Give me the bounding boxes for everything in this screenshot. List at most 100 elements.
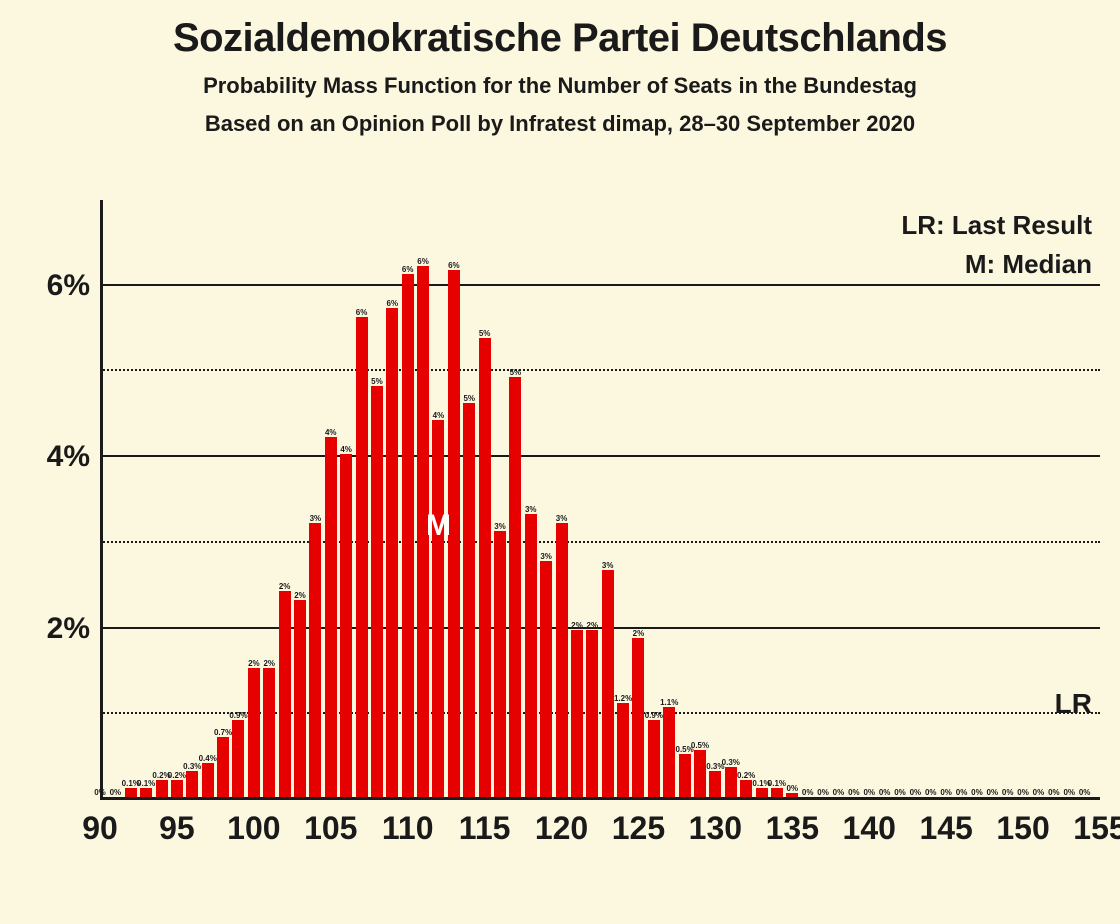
bar-label-103: 2% xyxy=(294,591,306,600)
bar-104: 3% xyxy=(309,523,321,797)
bar-label-112: 4% xyxy=(433,411,445,420)
bar-label-122: 2% xyxy=(587,621,599,630)
bar-label-110: 6% xyxy=(402,265,414,274)
bar-116: 3% xyxy=(494,531,506,797)
bar-label-95: 0.2% xyxy=(168,771,186,780)
bar-label-98: 0.7% xyxy=(214,728,232,737)
bar-label-137: 0% xyxy=(817,788,829,797)
bar-label-102: 2% xyxy=(279,582,291,591)
bar-110: 6% xyxy=(402,274,414,797)
xtick-115: 115 xyxy=(459,810,511,847)
bar-130: 0.3% xyxy=(709,771,721,797)
bar-120: 3% xyxy=(556,523,568,797)
bar-117: 5% xyxy=(509,377,521,797)
bar-label-109: 6% xyxy=(387,299,399,308)
median-marker: M xyxy=(426,509,451,543)
bar-92: 0.1% xyxy=(125,788,137,797)
bar-103: 2% xyxy=(294,600,306,797)
bar-123: 3% xyxy=(602,570,614,797)
xtick-145: 145 xyxy=(919,810,972,847)
legend-lr: LR: Last Result xyxy=(901,206,1092,245)
ytick-2: 2% xyxy=(47,612,90,646)
bar-label-134: 0.1% xyxy=(768,779,786,788)
bar-label-118: 3% xyxy=(525,505,537,514)
bar-label-107: 6% xyxy=(356,308,368,317)
xtick-135: 135 xyxy=(766,810,819,847)
bar-label-100: 2% xyxy=(248,659,260,668)
xtick-100: 100 xyxy=(227,810,280,847)
grid-minor-3 xyxy=(100,541,1100,543)
bar-label-125: 2% xyxy=(633,629,645,638)
bar-label-90: 0% xyxy=(94,788,106,797)
bar-label-148: 0% xyxy=(987,788,999,797)
bar-label-153: 0% xyxy=(1063,788,1075,797)
bar-label-99: 0.9% xyxy=(229,711,247,720)
bar-127: 1.1% xyxy=(663,707,675,797)
bar-label-136: 0% xyxy=(802,788,814,797)
bar-label-124: 1.2% xyxy=(614,694,632,703)
bar-label-144: 0% xyxy=(925,788,937,797)
xtick-130: 130 xyxy=(689,810,742,847)
bar-105: 4% xyxy=(325,437,337,797)
bar-129: 0.5% xyxy=(694,750,706,797)
xtick-105: 105 xyxy=(304,810,357,847)
bar-121: 2% xyxy=(571,630,583,797)
bar-label-139: 0% xyxy=(848,788,860,797)
chart-subtitle-1: Probability Mass Function for the Number… xyxy=(0,73,1120,99)
bar-label-101: 2% xyxy=(263,659,275,668)
bar-135: 0% xyxy=(786,793,798,797)
bar-label-152: 0% xyxy=(1048,788,1060,797)
xtick-120: 120 xyxy=(535,810,588,847)
bar-label-140: 0% xyxy=(863,788,875,797)
ytick-4: 4% xyxy=(47,440,90,474)
bar-label-108: 5% xyxy=(371,377,383,386)
legend-m: M: Median xyxy=(901,245,1092,284)
bar-101: 2% xyxy=(263,668,275,797)
bar-93: 0.1% xyxy=(140,788,152,797)
bar-124: 1.2% xyxy=(617,703,629,797)
bar-109: 6% xyxy=(386,308,398,797)
chart-subtitle-2: Based on an Opinion Poll by Infratest di… xyxy=(0,111,1120,137)
bar-label-129: 0.5% xyxy=(691,741,709,750)
grid-major-6 xyxy=(100,284,1100,286)
bar-131: 0.3% xyxy=(725,767,737,797)
bar-label-121: 2% xyxy=(571,621,583,630)
bar-118: 3% xyxy=(525,514,537,797)
bar-label-114: 5% xyxy=(463,394,475,403)
bar-label-93: 0.1% xyxy=(137,779,155,788)
xtick-155: 155 xyxy=(1073,810,1120,847)
bar-128: 0.5% xyxy=(679,754,691,797)
bar-label-149: 0% xyxy=(1002,788,1014,797)
bar-112: 4% xyxy=(432,420,444,797)
xtick-90: 90 xyxy=(82,810,118,847)
bar-126: 0.9% xyxy=(648,720,660,797)
bar-132: 0.2% xyxy=(740,780,752,797)
bar-95: 0.2% xyxy=(171,780,183,797)
bar-134: 0.1% xyxy=(771,788,783,797)
bar-115: 5% xyxy=(479,338,491,797)
bar-label-138: 0% xyxy=(833,788,845,797)
bar-107: 6% xyxy=(356,317,368,797)
last-result-marker: LR xyxy=(1055,688,1092,720)
bar-label-127: 1.1% xyxy=(660,698,678,707)
chart-title: Sozialdemokratische Partei Deutschlands xyxy=(0,16,1120,61)
bar-label-143: 0% xyxy=(910,788,922,797)
bar-label-111: 6% xyxy=(417,257,429,266)
title-block: Sozialdemokratische Partei Deutschlands … xyxy=(0,16,1120,137)
bar-125: 2% xyxy=(632,638,644,797)
bar-108: 5% xyxy=(371,386,383,797)
chart-canvas: © 2020 Filip van Laenen Sozialdemokratis… xyxy=(0,0,1120,924)
bar-94: 0.2% xyxy=(156,780,168,797)
bar-label-115: 5% xyxy=(479,329,491,338)
bar-106: 4% xyxy=(340,454,352,797)
xtick-150: 150 xyxy=(996,810,1049,847)
bar-114: 5% xyxy=(463,403,475,797)
bar-label-105: 4% xyxy=(325,428,337,437)
xtick-95: 95 xyxy=(159,810,195,847)
bar-label-131: 0.3% xyxy=(722,758,740,767)
bar-label-120: 3% xyxy=(556,514,568,523)
x-axis-line xyxy=(100,797,1100,800)
bar-119: 3% xyxy=(540,561,552,797)
bar-label-97: 0.4% xyxy=(199,754,217,763)
grid-minor-5 xyxy=(100,369,1100,371)
